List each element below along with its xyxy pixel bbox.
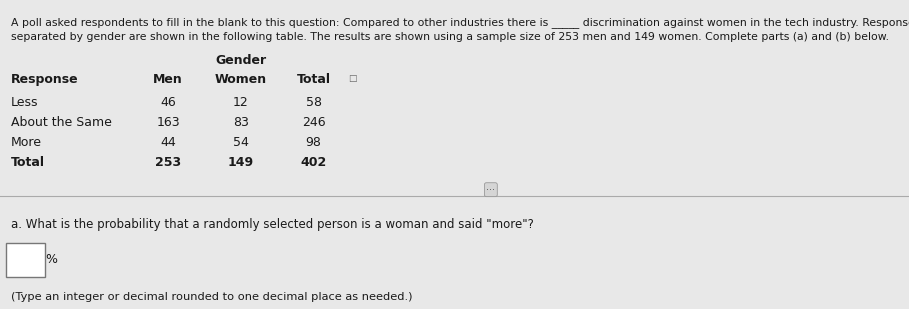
Text: 149: 149 bbox=[228, 156, 254, 169]
Text: 402: 402 bbox=[301, 156, 326, 169]
Text: Less: Less bbox=[11, 96, 38, 109]
Text: About the Same: About the Same bbox=[11, 116, 112, 129]
Text: Gender: Gender bbox=[215, 54, 266, 67]
Text: Men: Men bbox=[154, 73, 183, 86]
Text: a. What is the probability that a randomly selected person is a woman and said ": a. What is the probability that a random… bbox=[11, 218, 534, 231]
Text: 44: 44 bbox=[160, 136, 176, 149]
Text: 98: 98 bbox=[305, 136, 322, 149]
Text: separated by gender are shown in the following table. The results are shown usin: separated by gender are shown in the fol… bbox=[11, 32, 889, 42]
Text: ···: ··· bbox=[486, 185, 495, 195]
Text: 253: 253 bbox=[155, 156, 181, 169]
Text: 46: 46 bbox=[160, 96, 176, 109]
Text: 83: 83 bbox=[233, 116, 249, 129]
Text: Total: Total bbox=[296, 73, 331, 86]
Text: 54: 54 bbox=[233, 136, 249, 149]
Text: 58: 58 bbox=[305, 96, 322, 109]
Text: Total: Total bbox=[11, 156, 45, 169]
Text: Women: Women bbox=[215, 73, 267, 86]
Text: 12: 12 bbox=[233, 96, 249, 109]
Text: %: % bbox=[45, 253, 57, 266]
Text: Response: Response bbox=[11, 73, 78, 86]
Text: More: More bbox=[11, 136, 42, 149]
Text: 246: 246 bbox=[302, 116, 325, 129]
Text: (Type an integer or decimal rounded to one decimal place as needed.): (Type an integer or decimal rounded to o… bbox=[11, 292, 413, 302]
Text: □: □ bbox=[348, 74, 356, 83]
Text: 163: 163 bbox=[156, 116, 180, 129]
Text: A poll asked respondents to fill in the blank to this question: Compared to othe: A poll asked respondents to fill in the … bbox=[11, 17, 909, 28]
